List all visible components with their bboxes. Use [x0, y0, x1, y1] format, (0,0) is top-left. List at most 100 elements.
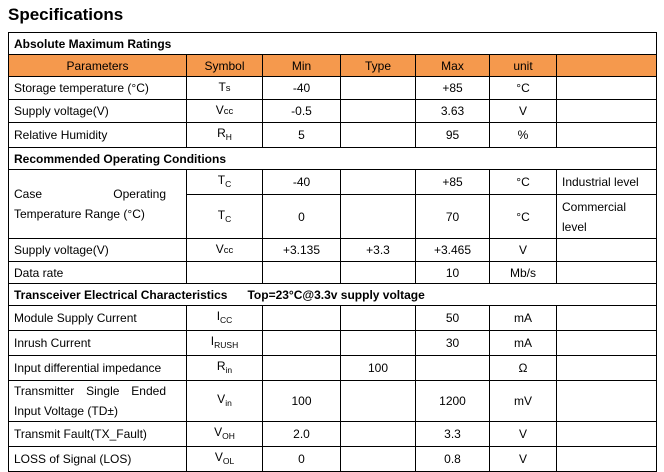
min-cell: +3.135	[262, 238, 341, 262]
symbol-base: I	[210, 334, 215, 348]
symbol-cell: TC	[186, 194, 263, 239]
table-row-data-rate: Data rate 10 Mb/s	[8, 261, 658, 284]
min-cell: -40	[262, 169, 341, 195]
symbol-subscript: H	[225, 132, 232, 142]
type-cell	[340, 99, 416, 123]
symbol-base: R	[216, 359, 226, 373]
note-text: Commercial level	[562, 199, 627, 234]
max-cell: 70	[415, 194, 490, 239]
section-condition-text: Top=23°C@3.3v supply voltage	[247, 287, 425, 302]
note-cell	[555, 261, 658, 284]
symbol-cell: RH	[186, 122, 263, 148]
table-row-input-differential-impedance: Input differential impedance Rin 100 Ω	[8, 355, 658, 381]
min-cell	[262, 355, 341, 381]
section-title-recommended-operating-conditions: Recommended Operating Conditions	[7, 147, 658, 170]
note-cell	[555, 122, 658, 148]
symbol-cell: IRUSH	[186, 330, 263, 356]
param-cell: Module Supply Current	[8, 305, 187, 331]
symbol-cell: VOL	[186, 446, 263, 472]
symbol-cell: TC	[186, 169, 263, 195]
table-row-relative-humidity: Relative Humidity RH 5 95 %	[8, 122, 658, 148]
note-cell	[555, 330, 658, 356]
min-cell: 2.0	[262, 421, 341, 447]
max-cell: 0.8	[415, 446, 490, 472]
col-header-type: Type	[340, 54, 416, 77]
table-row-supply-voltage-abs: Supply voltage(V) Vcc -0.5 3.63 V	[8, 99, 658, 123]
max-cell: +85	[415, 169, 490, 195]
max-cell: 1200	[415, 380, 490, 422]
type-cell: 100	[340, 355, 416, 381]
symbol-cell	[186, 261, 263, 284]
unit-cell: mA	[489, 330, 557, 356]
symbol-base: V	[214, 450, 223, 464]
column-header-row: Parameters Symbol Min Type Max unit	[8, 54, 658, 77]
symbol-suffix: cc	[223, 245, 234, 256]
table-row-inrush-current: Inrush Current IRUSH 30 mA	[8, 330, 658, 356]
table-row-storage-temperature: Storage temperature (°C) Ts -40 +85 °C	[8, 76, 658, 100]
col-header-max: Max	[415, 54, 490, 77]
max-cell: 30	[415, 330, 490, 356]
symbol-cell: Vcc	[186, 238, 263, 262]
table-row-transmit-fault: Transmit Fault(TX_Fault) VOH 2.0 3.3 V	[8, 421, 658, 447]
symbol-cell: Ts	[186, 76, 263, 100]
min-cell: 5	[262, 122, 341, 148]
table-row-case-temp-commercial: TC 0 70 °C Commercial level	[9, 194, 658, 239]
symbol-cell: Vin	[186, 380, 263, 422]
param-text: Transmitter Single Ended Input Voltage (…	[14, 384, 166, 418]
note-cell	[555, 238, 658, 262]
min-cell: 100	[262, 380, 341, 422]
type-cell	[340, 305, 416, 331]
min-cell: -40	[262, 76, 341, 100]
unit-cell: V	[489, 99, 557, 123]
table-row-case-temp-industrial: Case Operating Temperature Range (°C) TC…	[8, 169, 658, 239]
param-cell: LOSS of Signal (LOS)	[8, 446, 187, 472]
symbol-base: R	[217, 126, 226, 140]
min-cell	[262, 330, 341, 356]
unit-cell: V	[489, 238, 557, 262]
symbol-cell: VOH	[186, 421, 263, 447]
param-cell: Relative Humidity	[8, 122, 187, 148]
type-cell	[340, 421, 416, 447]
col-header-symbol: Symbol	[186, 54, 263, 77]
symbol-cell: ICC	[186, 305, 263, 331]
section-row-transceiver-electrical-characteristics: Transceiver Electrical Characteristics To…	[7, 283, 658, 306]
max-cell: 50	[415, 305, 490, 331]
unit-cell: mV	[489, 380, 557, 422]
table-row-loss-of-signal: LOSS of Signal (LOS) VOL 0 0.8 V	[8, 446, 658, 472]
type-cell	[340, 194, 416, 239]
symbol-base: T	[217, 207, 226, 222]
param-cell: Transmit Fault(TX_Fault)	[8, 421, 187, 447]
col-header-parameters: Parameters	[8, 54, 187, 77]
max-cell	[415, 355, 490, 381]
symbol-subscript: C	[225, 179, 232, 189]
param-cell: Storage temperature (°C)	[8, 76, 187, 100]
col-header-note	[555, 54, 658, 77]
type-cell	[340, 122, 416, 148]
symbol-subscript: OL	[222, 456, 235, 466]
unit-cell: mA	[489, 305, 557, 331]
symbol-base: T	[217, 173, 226, 187]
note-cell	[555, 76, 658, 100]
symbol-suffix: s	[225, 83, 231, 94]
type-cell	[340, 76, 416, 100]
note-cell	[555, 355, 658, 381]
max-cell: +3.465	[415, 238, 490, 262]
specifications-table: Absolute Maximum Ratings Parameters Symb…	[7, 32, 658, 472]
section-title-transceiver: Transceiver Electrical Characteristics To…	[7, 283, 658, 306]
col-header-min: Min	[262, 54, 341, 77]
param-cell: Supply voltage(V)	[8, 99, 187, 123]
max-cell: 95	[415, 122, 490, 148]
param-cell: Inrush Current	[8, 330, 187, 356]
param-cell: Input differential impedance	[8, 355, 187, 381]
symbol-base: V	[217, 392, 226, 406]
unit-cell: Mb/s	[489, 261, 557, 284]
symbol-cell: Vcc	[186, 99, 263, 123]
param-cell: Transmitter Single Ended Input Voltage (…	[8, 380, 187, 422]
symbol-subscript: in	[225, 398, 232, 408]
section-title-text: Transceiver Electrical Characteristics	[14, 287, 228, 302]
type-cell	[340, 261, 416, 284]
note-cell: Commercial level	[555, 194, 658, 239]
min-cell	[262, 305, 341, 331]
symbol-cell: Rin	[186, 355, 263, 381]
symbol-base: T	[218, 80, 226, 94]
